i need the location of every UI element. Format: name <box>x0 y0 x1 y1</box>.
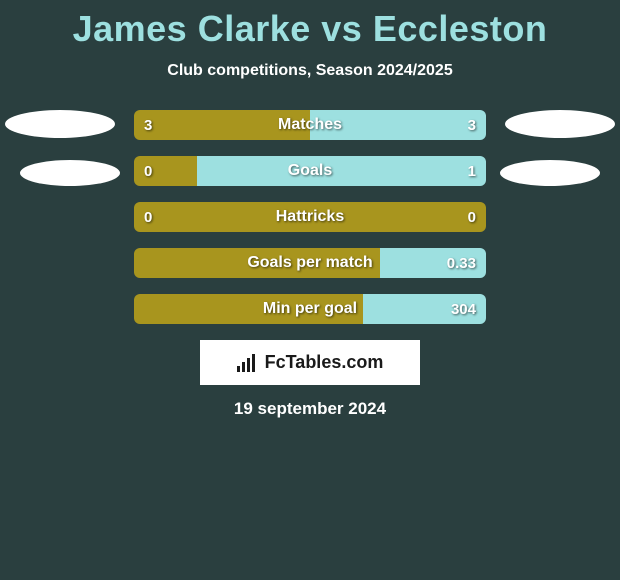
decor-ellipse <box>5 110 115 138</box>
bar-left <box>134 248 380 278</box>
brand-text: FcTables.com <box>265 352 384 373</box>
page-subtitle: Club competitions, Season 2024/2025 <box>0 62 620 80</box>
bar-left <box>134 294 363 324</box>
bar-right <box>380 248 486 278</box>
date-text: 19 september 2024 <box>0 399 620 419</box>
bar-right <box>363 294 486 324</box>
chart-icon <box>237 354 259 372</box>
bar-left <box>134 202 486 232</box>
page-title: James Clarke vs Eccleston <box>0 8 620 50</box>
bar-left <box>134 110 310 140</box>
comparison-area: 3 Matches 3 0 Goals 1 0 Hattricks 0 <box>0 110 620 324</box>
decor-ellipse <box>20 160 120 186</box>
stat-row-goals: 0 Goals 1 <box>134 156 486 186</box>
brand-badge: FcTables.com <box>200 340 420 385</box>
stat-row-hattricks: 0 Hattricks 0 <box>134 202 486 232</box>
bar-right <box>310 110 486 140</box>
stat-row-matches: 3 Matches 3 <box>134 110 486 140</box>
bar-right <box>197 156 486 186</box>
bars-wrap: 3 Matches 3 0 Goals 1 0 Hattricks 0 <box>134 110 486 324</box>
stat-row-goals-per-match: Goals per match 0.33 <box>134 248 486 278</box>
decor-ellipse <box>500 160 600 186</box>
bar-left <box>134 156 197 186</box>
stat-row-min-per-goal: Min per goal 304 <box>134 294 486 324</box>
decor-ellipse <box>505 110 615 138</box>
